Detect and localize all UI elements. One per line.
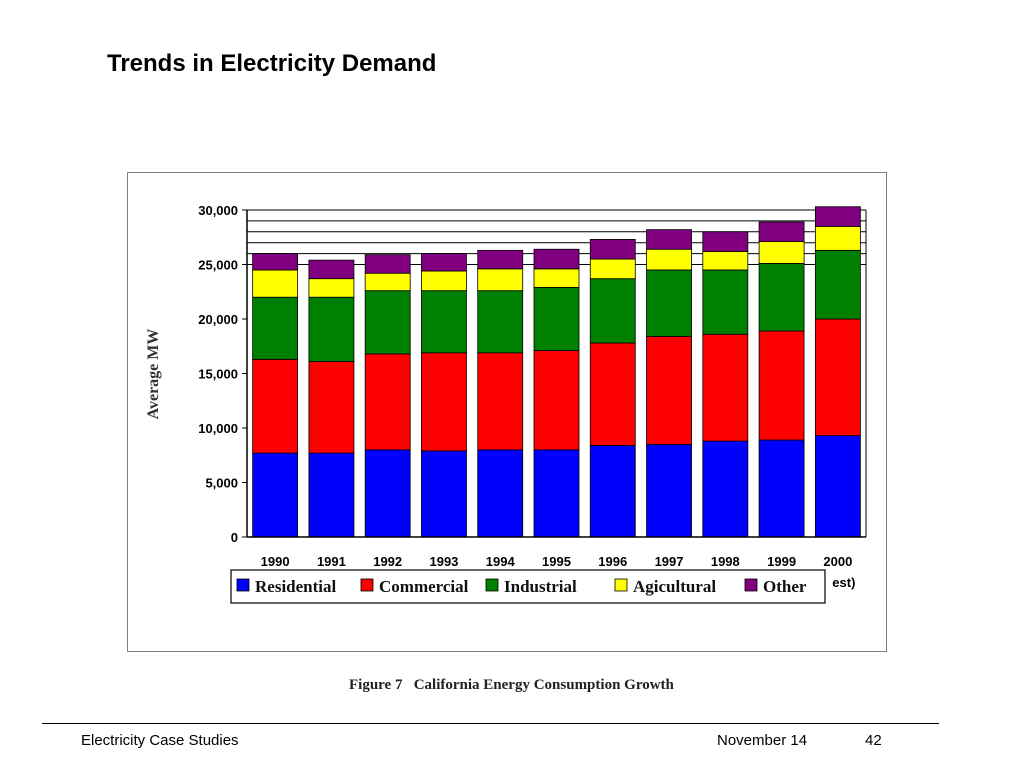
legend-label-industrial: Industrial: [504, 577, 577, 596]
x-tick-label: 1994: [486, 554, 516, 569]
bar-segment-commercial: [421, 352, 467, 452]
bar-segment-other: [533, 248, 580, 270]
stacked-bar-chart: 0 5,000 10,000 15,000 20,000 25,000 30,000 1990…: [145, 203, 867, 604]
bar-segment-commercial: [589, 342, 636, 446]
bar-segment-industrial: [252, 296, 299, 360]
bar-segment-commercial: [646, 336, 692, 445]
bar-segment-other: [702, 231, 749, 252]
bar-segment-agicultural: [702, 251, 749, 271]
x-tick-label: 1998: [711, 554, 740, 569]
x-tick-label: 1992: [373, 554, 402, 569]
bar-segment-residential: [252, 452, 299, 538]
chart-frame: 0 5,000 10,000 15,000 20,000 25,000 30,000 1990…: [127, 172, 887, 652]
bar-segment-agicultural: [364, 272, 411, 292]
bar-segment-residential: [758, 439, 805, 538]
bar-segment-residential: [702, 440, 749, 538]
y-tick-label: 20,000: [198, 312, 238, 327]
legend-swatch-agicultural: [614, 578, 628, 592]
x-tick-label: 1991: [317, 554, 346, 569]
bar-segment-other: [421, 253, 467, 272]
bar-segment-agicultural: [646, 248, 692, 271]
bar-segment-residential: [589, 445, 636, 538]
bar-segment-other: [646, 229, 692, 250]
bar-segment-commercial: [252, 358, 299, 454]
x-tick-label: 1993: [429, 554, 458, 569]
bar-segment-industrial: [589, 278, 636, 344]
slide-title: Trends in Electricity Demand: [107, 50, 437, 77]
legend-box: [230, 569, 826, 604]
bar-segment-agicultural: [589, 258, 636, 280]
x-tick-label: 2000: [823, 554, 852, 569]
x-tick-label: 1990: [261, 554, 290, 569]
bar-segment-commercial: [364, 353, 411, 451]
bar-segment-other: [477, 249, 524, 270]
y-axis-label: Average MW: [145, 329, 162, 420]
legend-swatch-commercial: [360, 578, 374, 592]
bar-segment-industrial: [533, 286, 580, 352]
y-tick-label: 25,000: [198, 258, 238, 273]
x-tick-label: 1995: [542, 554, 571, 569]
bar-segment-industrial: [758, 263, 805, 332]
bar-segment-industrial: [814, 249, 861, 320]
bar-segment-residential: [477, 449, 524, 538]
bar-segment-industrial: [477, 290, 524, 354]
bar-segment-agicultural: [477, 268, 524, 292]
legend-swatch-other: [744, 578, 758, 592]
footer-divider: [42, 723, 939, 724]
y-tick-label: 10,000: [198, 421, 238, 436]
bar-segment-commercial: [702, 333, 749, 442]
bar-segment-agicultural: [814, 225, 861, 251]
bar-segment-other: [308, 259, 355, 280]
legend-label-residential: Residential: [255, 577, 337, 596]
legend-swatch-residential: [236, 578, 250, 592]
bar-segment-agicultural: [308, 278, 355, 298]
x-tick-label: 1999: [767, 554, 796, 569]
bar-segment-industrial: [421, 290, 467, 354]
x-tick-label: 1996: [598, 554, 627, 569]
y-tick-label: 0: [231, 530, 238, 545]
legend-swatch-industrial: [485, 578, 499, 592]
bar-segment-commercial: [814, 318, 861, 437]
bar-segment-agicultural: [252, 269, 299, 298]
legend-label-agicultural: Agicultural: [633, 577, 716, 596]
legend: Residential Commercial Industrial Agicultur…: [230, 569, 826, 604]
bar-segment-industrial: [308, 296, 355, 362]
bar-segment-commercial: [308, 361, 355, 454]
bar-segment-industrial: [702, 269, 749, 335]
bar-segment-residential: [308, 452, 355, 538]
y-tick-label: 15,000: [198, 367, 238, 382]
bar-segment-industrial: [646, 269, 692, 337]
figure-caption: Figure 7 California Energy Consumption G…: [349, 677, 674, 693]
bar-segment-other: [589, 239, 636, 260]
bar-segment-other: [364, 254, 411, 274]
bar-segment-agicultural: [758, 241, 805, 264]
page-number: 42: [865, 732, 882, 749]
x-tick-label: 1997: [655, 554, 684, 569]
y-tick-label: 5,000: [205, 476, 238, 491]
footer-date: November 14: [717, 732, 808, 749]
bar-segment-other: [252, 253, 299, 271]
bar-segment-residential: [533, 449, 580, 538]
bar-segment-other: [814, 206, 861, 227]
legend-label-commercial: Commercial: [379, 577, 469, 596]
bar-segment-residential: [364, 449, 411, 538]
footer-title: Electricity Case Studies: [81, 732, 239, 749]
bar-segment-residential: [646, 443, 692, 538]
bar-segment-agicultural: [421, 270, 467, 292]
bar-segment-residential: [814, 435, 861, 538]
bar-segment-commercial: [533, 350, 580, 451]
x-tick-sublabel: est): [832, 575, 855, 590]
bar-segment-other: [758, 221, 805, 243]
y-tick-label: 30,000: [198, 203, 238, 218]
bar-segment-commercial: [477, 352, 524, 451]
bar-segment-agicultural: [533, 268, 580, 288]
bar-segment-residential: [421, 450, 467, 538]
bar-segment-commercial: [758, 330, 805, 441]
bar-segment-industrial: [364, 290, 411, 355]
legend-label-other: Other: [763, 577, 807, 596]
